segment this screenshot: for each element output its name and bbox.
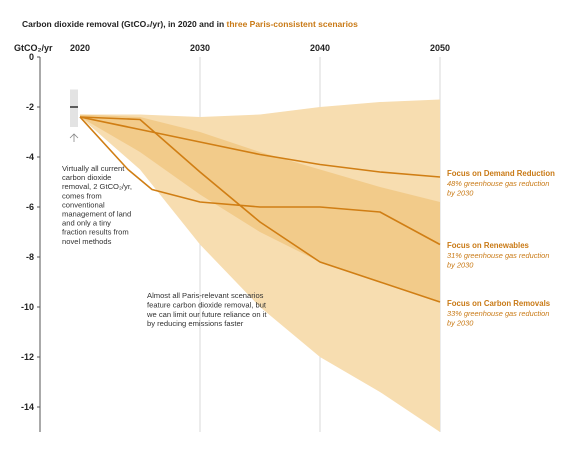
current-note-line-4: comes from [62, 191, 102, 200]
chart-title-highlight: three Paris-consistent scenarios [227, 19, 359, 29]
series-label-demand-reduction-note-1: 48% greenhouse gas reduction [447, 179, 549, 188]
paris-note-line-3: we can limit our future reliance on it [146, 310, 267, 319]
series-label-demand-reduction-note-2: by 2030 [447, 189, 474, 198]
y-tick-label-0: 0 [29, 52, 34, 62]
current-note-line-5: conventional [62, 200, 105, 209]
y-tick-label-6: -12 [21, 352, 34, 362]
y-tick-label-3: -6 [26, 202, 34, 212]
svg-text:Virtually all current ca: Virtually all current carbon dioxide rem… [62, 164, 134, 246]
x-tick-label-2020: 2020 [70, 43, 90, 53]
scenario-range-bands [80, 99, 440, 432]
current-note-line-1: Virtually all current [62, 164, 125, 173]
current-removal-annotation: Virtually all current carbon dioxide rem… [62, 133, 134, 246]
x-tick-label-2050: 2050 [430, 43, 450, 53]
series-label-carbon-removals: Focus on Carbon Removals 33% greenhouse … [447, 299, 551, 328]
current-2020-marker [70, 89, 78, 127]
series-label-renewables-note-2: by 2030 [447, 261, 474, 270]
chart-title-prefix: Carbon dioxide removal (GtCO₂/yr), in 20… [22, 19, 227, 29]
paris-note-line-1: Almost all Paris-relevant scenarios [147, 291, 264, 300]
series-label-renewables: Focus on Renewables 31% greenhouse gas r… [447, 241, 549, 270]
y-tick-label-7: -14 [21, 402, 34, 412]
scenario-lines [79, 116, 441, 303]
paris-note-line-4: by reducing emissions faster [147, 319, 244, 328]
current-note-line-9: novel methods [62, 237, 112, 246]
series-label-carbon-removals-title: Focus on Carbon Removals [447, 299, 551, 308]
current-note-line-6: management of land [62, 210, 131, 219]
current-note-line-7: and only a tiny [62, 219, 111, 228]
annotation-pointer [69, 133, 79, 142]
series-label-carbon-removals-note-1: 33% greenhouse gas reduction [447, 309, 549, 318]
series-label-demand-reduction: Focus on Demand Reduction 48% greenhouse… [447, 169, 555, 198]
axes: 2020 2030 2040 2050 0 -2 -4 -6 -8 -10 -12 -14 [21, 43, 450, 432]
paris-annotation: Almost all Paris-relevant scenarios feat… [146, 291, 269, 328]
chart-title: Carbon dioxide removal (GtCO₂/yr), in 20… [22, 19, 358, 29]
x-tick-label-2040: 2040 [310, 43, 330, 53]
series-label-renewables-note-1: 31% greenhouse gas reduction [447, 251, 549, 260]
series-line-focus-on-renewables [79, 116, 441, 246]
series-label-renewables-title: Focus on Renewables [447, 241, 530, 250]
x-tick-label-2030: 2030 [190, 43, 210, 53]
series-label-carbon-removals-note-2: by 2030 [447, 319, 474, 328]
series-line-focus-on-demand-reduction [79, 116, 441, 178]
y-tick-label-5: -10 [21, 302, 34, 312]
scenario-range-inner [80, 114, 440, 302]
series-line-focus-on-carbon-removals [79, 116, 441, 303]
y-tick-label-2: -4 [26, 152, 34, 162]
current-note-line-2: carbon dioxide [62, 173, 111, 182]
y-axis-label: GtCO₂/yr [14, 43, 53, 53]
current-note-line-3: removal, 2 GtCO₂/yr, [62, 182, 132, 191]
series-label-demand-reduction-title: Focus on Demand Reduction [447, 169, 555, 178]
current-note-line-8: fraction results from [62, 228, 129, 237]
paris-note-line-2: feature carbon dioxide removal, but [147, 300, 267, 309]
y-tick-label-1: -2 [26, 102, 34, 112]
current-2020-range [70, 89, 78, 127]
y-tick-label-4: -8 [26, 252, 34, 262]
